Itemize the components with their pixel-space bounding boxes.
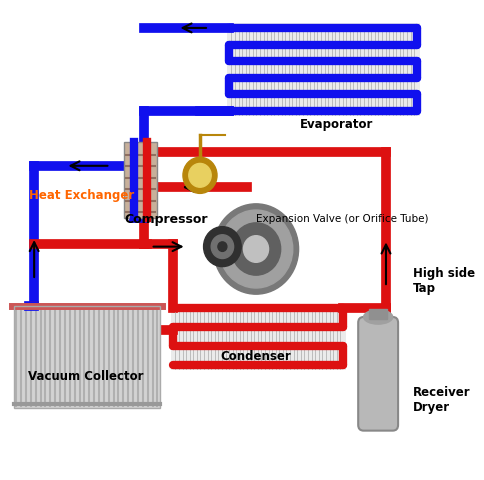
Text: Vacuum Collector: Vacuum Collector [28, 369, 143, 382]
Circle shape [213, 204, 299, 295]
Ellipse shape [363, 310, 393, 324]
Bar [14, 306, 160, 408]
Text: Compressor: Compressor [124, 212, 208, 225]
Bar [14, 306, 160, 408]
Circle shape [231, 223, 281, 276]
Text: Expansion Valve (or Orifice Tube): Expansion Valve (or Orifice Tube) [256, 214, 428, 224]
Text: Receiver
Dryer: Receiver Dryer [413, 385, 470, 413]
Circle shape [211, 235, 234, 259]
Bar [369, 310, 387, 319]
Bar [124, 143, 157, 219]
Circle shape [219, 211, 293, 288]
Circle shape [243, 236, 269, 263]
Text: Condenser: Condenser [221, 350, 291, 363]
FancyBboxPatch shape [358, 317, 398, 431]
Text: High side
Tap: High side Tap [413, 266, 475, 294]
Bar [171, 304, 346, 371]
Bar [227, 24, 420, 117]
Circle shape [189, 164, 211, 188]
Circle shape [218, 242, 227, 252]
Text: Evaporator: Evaporator [300, 117, 373, 130]
Circle shape [183, 158, 217, 194]
Text: Heat Exchanger: Heat Exchanger [29, 189, 134, 202]
Circle shape [204, 227, 241, 267]
